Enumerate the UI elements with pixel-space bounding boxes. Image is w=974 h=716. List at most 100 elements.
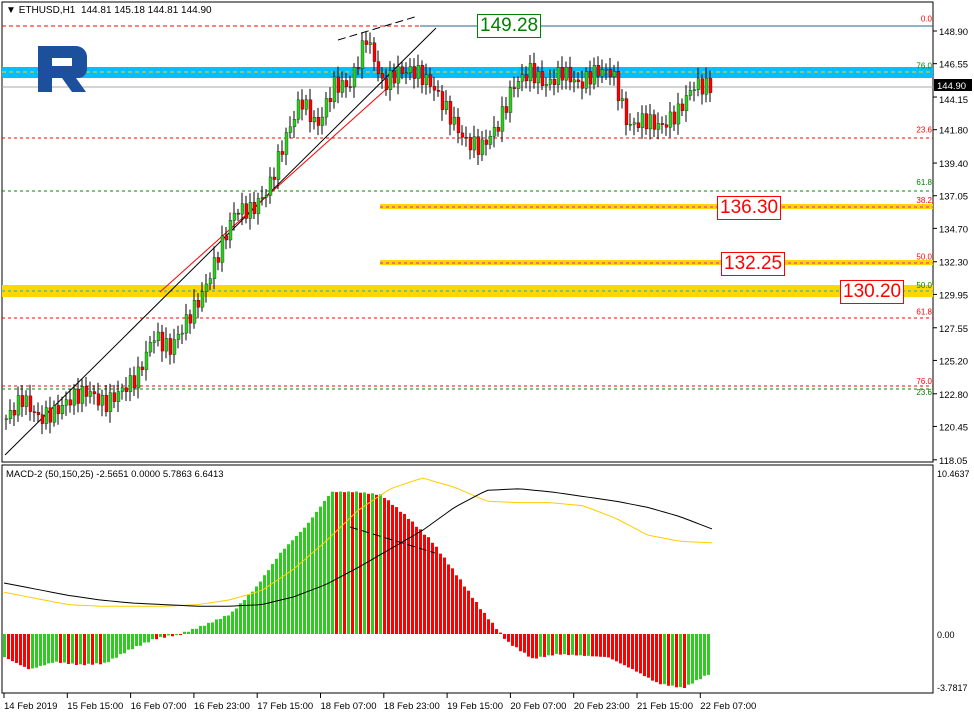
macd-histogram-bar <box>275 558 278 634</box>
candle-body <box>648 114 653 130</box>
candle-body <box>348 86 353 88</box>
macd-histogram-bar <box>387 500 390 634</box>
candle-body <box>472 136 477 151</box>
candle-body <box>196 300 201 308</box>
candle-body <box>376 61 381 74</box>
macd-histogram-bar <box>535 634 538 659</box>
candle-body <box>300 99 305 110</box>
macd-histogram-bar <box>115 634 118 658</box>
macd-histogram-bar <box>487 619 490 634</box>
candle-body <box>412 66 417 79</box>
candle-body <box>556 67 561 85</box>
macd-histogram-bar <box>583 634 586 656</box>
macd-histogram-bar <box>471 597 474 634</box>
macd-histogram-bar <box>511 634 514 646</box>
candle-body <box>260 196 265 199</box>
candle-body <box>64 399 69 406</box>
macd-histogram-bar <box>691 634 694 684</box>
macd-histogram-bar <box>39 634 42 666</box>
candle-body <box>176 333 181 340</box>
macd-histogram-bar <box>23 634 26 667</box>
candle-body <box>248 202 253 219</box>
macd-histogram-bar <box>699 634 702 680</box>
candle-body <box>32 411 37 413</box>
macd-histogram-bar <box>287 544 290 634</box>
macd-histogram-bar <box>215 619 218 634</box>
macd-histogram-bar <box>203 625 206 634</box>
candle-body <box>640 113 645 128</box>
candle-body <box>92 391 97 394</box>
candle-body <box>404 72 409 74</box>
candle-body <box>596 65 601 77</box>
macd-histogram-bar <box>687 634 690 685</box>
macd-histogram-bar <box>19 634 22 666</box>
candle-body <box>632 122 637 125</box>
macd-histogram-bar <box>311 517 314 634</box>
candle-body <box>568 66 573 83</box>
macd-histogram-bar <box>35 634 38 668</box>
candle-body <box>40 414 45 424</box>
candle-body <box>204 283 209 292</box>
macd-histogram-bar <box>671 634 674 686</box>
fib-level-label: 76.0 <box>916 377 932 386</box>
candle-body <box>344 80 349 87</box>
candle-body <box>656 123 661 130</box>
candle-body <box>180 332 185 335</box>
candle-body <box>4 418 9 420</box>
macd-histogram-bar <box>171 634 174 637</box>
y-tick-label: 134.70 <box>939 224 968 235</box>
macd-histogram-bar <box>627 634 630 668</box>
candle-body <box>696 78 701 90</box>
candle-body <box>416 65 421 79</box>
candle-body <box>320 116 325 126</box>
candle-body <box>24 395 29 407</box>
macd-histogram-bar <box>515 634 518 648</box>
candle-body <box>628 124 633 126</box>
macd-histogram-bar <box>403 513 406 634</box>
macd-histogram-bar <box>195 628 198 634</box>
macd-histogram-bar <box>271 563 274 634</box>
macd-histogram-bar <box>83 634 86 666</box>
fib-level-label: 50.0 <box>916 252 932 261</box>
macd-histogram-bar <box>555 634 558 654</box>
y-tick-label: 146.55 <box>939 60 968 71</box>
macd-histogram-bar <box>359 492 362 634</box>
candle-body <box>72 388 77 406</box>
macd-histogram-bar <box>303 527 306 634</box>
macd-histogram-bar <box>695 634 698 681</box>
candle-body <box>664 124 669 128</box>
macd-histogram-bar <box>159 634 162 637</box>
macd-histogram-bar <box>187 631 190 634</box>
macd-histogram-bar <box>391 504 394 634</box>
fib-level-label: 23.6 <box>916 388 932 397</box>
candle-body <box>124 387 129 392</box>
dropdown-triangle-icon[interactable]: ▼ <box>6 5 16 16</box>
candle-body <box>576 79 581 82</box>
candle-body <box>540 71 545 86</box>
candle-body <box>500 106 505 132</box>
macd-histogram-bar <box>255 586 258 634</box>
candle-body <box>308 99 313 123</box>
macd-histogram-bar <box>247 594 250 634</box>
candle-body <box>580 81 585 89</box>
macd-histogram-bar <box>667 634 670 686</box>
candle-body <box>252 202 257 214</box>
macd-histogram-bar <box>447 564 450 634</box>
trend-line-black <box>4 27 437 456</box>
macd-histogram-bar <box>323 500 326 634</box>
candle-body <box>224 235 229 241</box>
macd-divergence-line <box>349 526 436 554</box>
macd-histogram-bar <box>523 634 526 653</box>
candle-body <box>508 87 513 113</box>
candle-body <box>328 98 333 102</box>
candle-body <box>220 235 225 263</box>
macd-histogram-bar <box>611 634 614 660</box>
candle-body <box>52 405 57 423</box>
candle-body <box>240 203 245 215</box>
candle-body <box>360 40 365 69</box>
macd-histogram-bar <box>207 622 210 634</box>
macd-histogram-bar <box>347 491 350 634</box>
candle-body <box>620 98 625 101</box>
candle-body <box>56 405 61 414</box>
